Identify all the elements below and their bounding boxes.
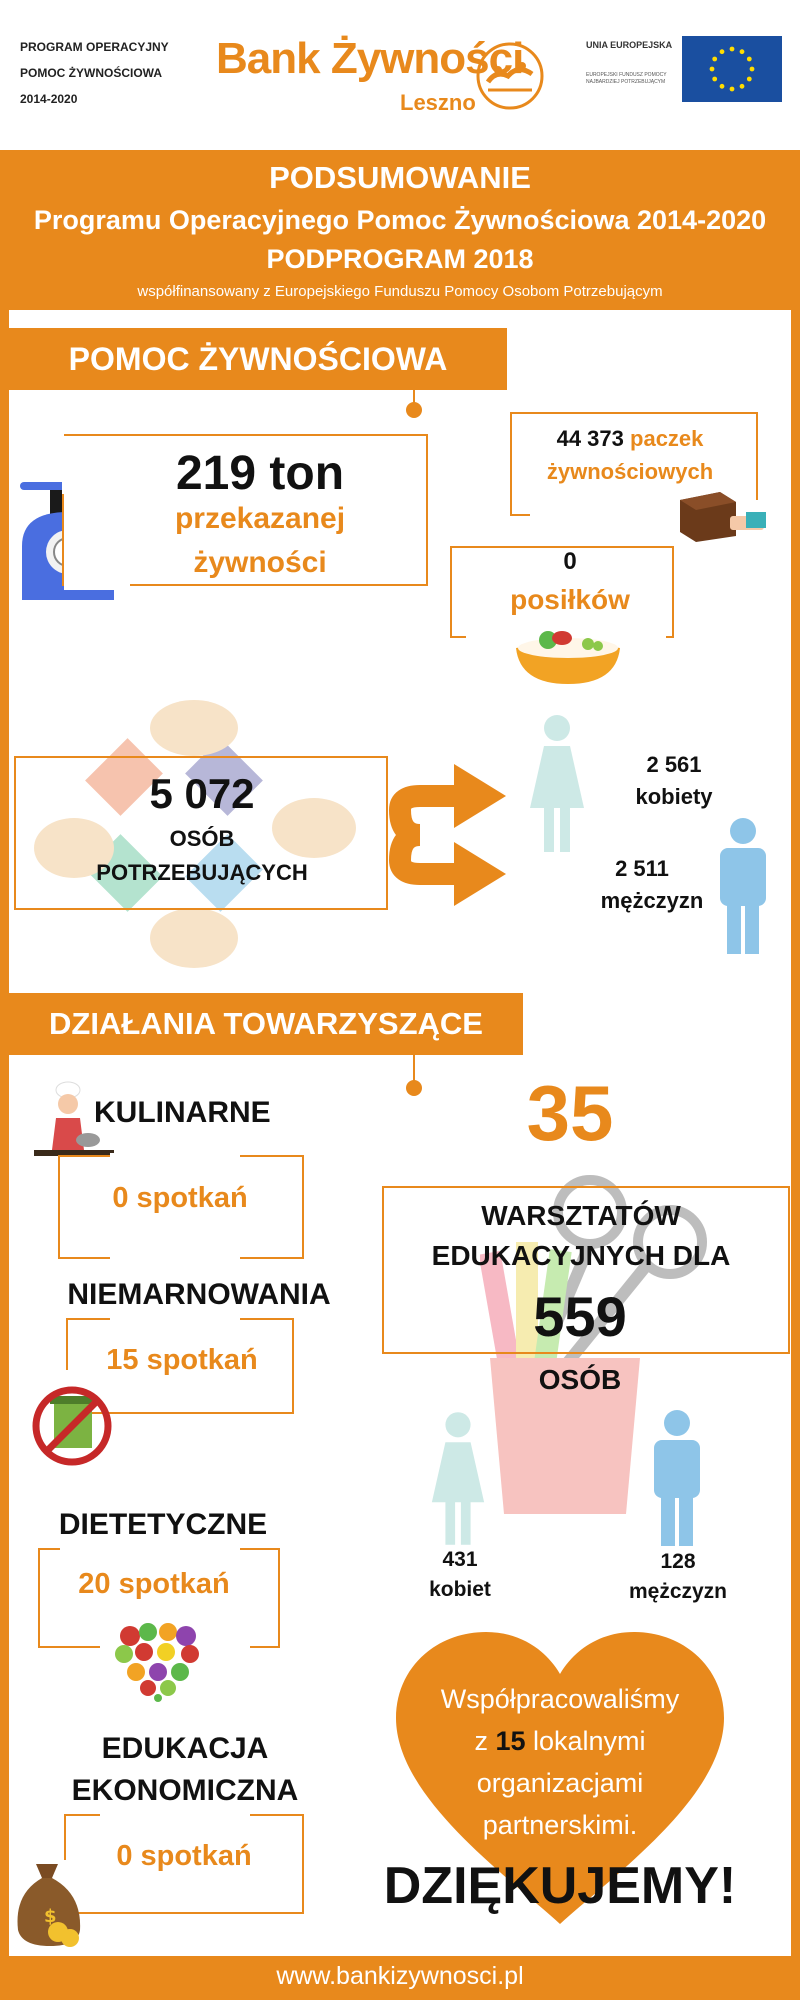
bracket-gap-5: [110, 1153, 240, 1159]
bracket-gap: [62, 434, 64, 494]
bracket-gap-11: [100, 1812, 250, 1818]
connector-dot-2: [406, 1080, 422, 1096]
ws-women-label: kobiet: [429, 1578, 491, 1601]
partners-line-2-post: lokalnymi: [533, 1726, 646, 1756]
activity-econ-title-1: EDUKACJA: [101, 1732, 269, 1765]
banner-title: PODSUMOWANIE: [269, 160, 531, 195]
hands-circle-icon: [34, 700, 356, 968]
program-label: PROGRAM OPERACYJNY POMOC ŻYWNOŚCIOWA 201…: [20, 34, 190, 112]
split-arrow-icon: [388, 764, 506, 906]
workshops-bracket: [382, 1186, 790, 1354]
section-title-food-aid: POMOC ŻYWNOŚCIOWA: [9, 328, 507, 390]
ws-women-value: 431: [442, 1548, 478, 1571]
partners-line-3: organizacjami: [476, 1768, 644, 1798]
activity-nowaste-meetings: 15 spotkań: [106, 1344, 258, 1376]
bracket-gap-7: [64, 1370, 74, 1420]
banner-cofinance: współfinansowany z Europejskiego Fundusz…: [137, 283, 663, 300]
activity-diet-title: DIETETYCZNE: [58, 1508, 268, 1541]
people-label-2: POTRZEBUJĄCYCH: [96, 860, 308, 885]
workshop-woman-icon: [431, 1412, 485, 1545]
veggie-heart-icon: [115, 1623, 199, 1702]
tons-label-1: przekazanej: [174, 502, 346, 535]
svg-text:$: $: [44, 1906, 57, 1927]
logo-title: Bank Żywności: [216, 34, 524, 83]
ws-men-value: 128: [660, 1550, 696, 1573]
connector-line-2: [413, 1055, 415, 1085]
logo-emblem-icon: [476, 42, 544, 110]
partners-line-4: partnerskimi.: [482, 1810, 638, 1840]
scissors-pencils-icon: [480, 1175, 707, 1514]
activity-culinary-meetings: 0 spotkań: [112, 1182, 248, 1214]
meal-bowl-icon: [516, 631, 620, 684]
banner-subprogram: PODPROGRAM 2018: [266, 244, 534, 274]
woman-icon: [530, 715, 584, 852]
workshops-label-1: WARSZTATÓW: [481, 1200, 681, 1231]
meals-value: 0: [563, 548, 577, 575]
page-frame: [0, 150, 800, 2000]
title-banner: PODSUMOWANIE Programu Operacyjnego Pomoc…: [0, 150, 800, 310]
partners-line-1: Współpracowaliśmy: [440, 1684, 680, 1714]
program-line-1: PROGRAM OPERACYJNY: [20, 40, 169, 54]
partners-count: 15: [495, 1726, 526, 1756]
program-line-3: 2014-2020: [20, 92, 78, 106]
people-bracket: [14, 756, 388, 910]
bracket-gap-2: [64, 470, 124, 590]
bracket-gap-9: [60, 1546, 240, 1552]
eu-logo: UNIA EUROPEJSKA EUROPEJSKI FUNDUSZ POMOC…: [586, 36, 786, 104]
activity-econ-meetings: 0 spotkań: [116, 1840, 252, 1872]
workshops-value: 35: [526, 1069, 614, 1157]
connector-line: [413, 390, 415, 404]
workshop-man-icon: [654, 1410, 700, 1546]
women-label: kobiety: [635, 784, 713, 809]
section-title-activities: DZIAŁANIA TOWARZYSZĄCE: [9, 993, 523, 1055]
packages-label-2: żywnościowych: [546, 459, 714, 484]
workshops-people: 559: [533, 1285, 627, 1348]
logo-city: Leszno: [400, 90, 476, 115]
packages-text: 44 373 paczek żywnościowych: [512, 422, 748, 488]
no-trash-icon: [32, 1386, 112, 1466]
eu-subtitle: EUROPEJSKI FUNDUSZ POMOCY NAJBARDZIEJ PO…: [586, 72, 667, 85]
activity-econ-title-2: EKONOMICZNA: [71, 1774, 299, 1807]
footer-url[interactable]: www.bankizywnosci.pl: [276, 1962, 524, 1990]
workshops-people-label: OSÓB: [538, 1364, 622, 1395]
bracket-bottom: [130, 584, 426, 586]
bracket-top-2: [440, 1184, 730, 1190]
chef-icon: [34, 1081, 114, 1156]
bracket-gap-10: [100, 1642, 250, 1648]
thanks-text: DZIĘKUJEMY!: [383, 1857, 737, 1915]
bracket-gap-6: [110, 1253, 240, 1259]
tons-value: 219 ton: [175, 447, 345, 500]
tons-bracket: [62, 434, 428, 586]
bracket-gap-12: [62, 1860, 72, 1916]
package-icon: [680, 492, 766, 542]
ws-men-label: mężczyzn: [628, 1580, 728, 1603]
money-bag-icon: $: [17, 1864, 81, 1947]
activity-culinary-title: KULINARNE: [94, 1096, 271, 1129]
packages-label-1: paczek: [630, 426, 704, 451]
banner-program: Programu Operacyjnego Pomoc Żywnościowa …: [33, 205, 767, 235]
eu-title: UNIA EUROPEJSKA: [586, 40, 673, 50]
women-value: 2 561: [646, 752, 702, 777]
people-value: 5 072: [149, 770, 255, 817]
men-label: mężczyzn: [600, 888, 704, 913]
tons-label-2: żywności: [193, 546, 327, 579]
partners-line-2-pre: z: [474, 1726, 488, 1756]
connector-dot: [406, 402, 422, 418]
meals-label: posiłków: [510, 584, 630, 615]
activity-diet-meetings: 20 spotkań: [78, 1568, 230, 1600]
bracket-gap-8: [110, 1316, 240, 1322]
program-line-2: POMOC ŻYWNOŚCIOWA: [20, 66, 162, 80]
men-value: 2 511: [615, 856, 669, 881]
packages-value: 44 373: [556, 426, 624, 451]
people-label-1: OSÓB: [169, 826, 235, 851]
bracket-top: [40, 754, 370, 760]
heart-shape: [396, 1632, 724, 1924]
activity-nowaste-title: NIEMARNOWANIA: [67, 1278, 331, 1311]
man-icon: [720, 818, 766, 954]
eu-flag-icon: [682, 36, 782, 102]
bank-logo: Bank Żywności Leszno: [216, 30, 556, 120]
partners-line-2: z 15 lokalnymi: [400, 1726, 720, 1757]
workshops-label-2: EDUKACYJNYCH DLA: [431, 1240, 731, 1271]
